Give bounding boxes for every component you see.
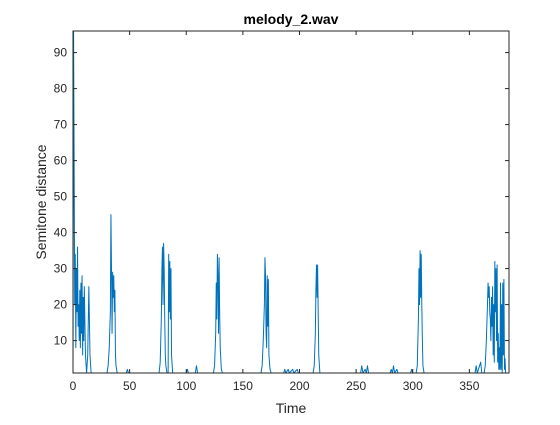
x-tick-label: 250 xyxy=(346,379,366,393)
y-tick-label: 50 xyxy=(54,190,68,204)
y-tick-label: 90 xyxy=(54,46,68,60)
chart-title: melody_2.wav xyxy=(244,11,339,27)
y-tick-label: 30 xyxy=(54,262,68,276)
x-tick-label: 200 xyxy=(289,379,309,393)
y-tick-label: 10 xyxy=(54,334,68,348)
y-axis: 10 20 30 40 50 60 70 80 90 xyxy=(54,46,509,348)
plot-area xyxy=(73,31,509,373)
x-tick-label: 0 xyxy=(70,379,77,393)
x-tick-label: 150 xyxy=(233,379,253,393)
x-axis: 0 50 100 150 200 250 300 350 xyxy=(70,31,480,393)
y-tick-label: 80 xyxy=(54,82,68,96)
x-axis-label: Time xyxy=(276,400,307,416)
x-tick-label: 50 xyxy=(123,379,137,393)
y-tick-label: 20 xyxy=(54,298,68,312)
series-line-0 xyxy=(72,30,507,374)
x-tick-label: 100 xyxy=(176,379,196,393)
y-tick-label: 70 xyxy=(54,118,68,132)
axes-box xyxy=(72,30,510,374)
data-layer xyxy=(72,30,507,374)
x-tick-label: 350 xyxy=(459,379,479,393)
y-tick-label: 60 xyxy=(54,154,68,168)
x-tick-label: 300 xyxy=(403,379,423,393)
y-axis-label: Semitone distance xyxy=(33,144,49,259)
y-tick-label: 40 xyxy=(54,226,68,240)
